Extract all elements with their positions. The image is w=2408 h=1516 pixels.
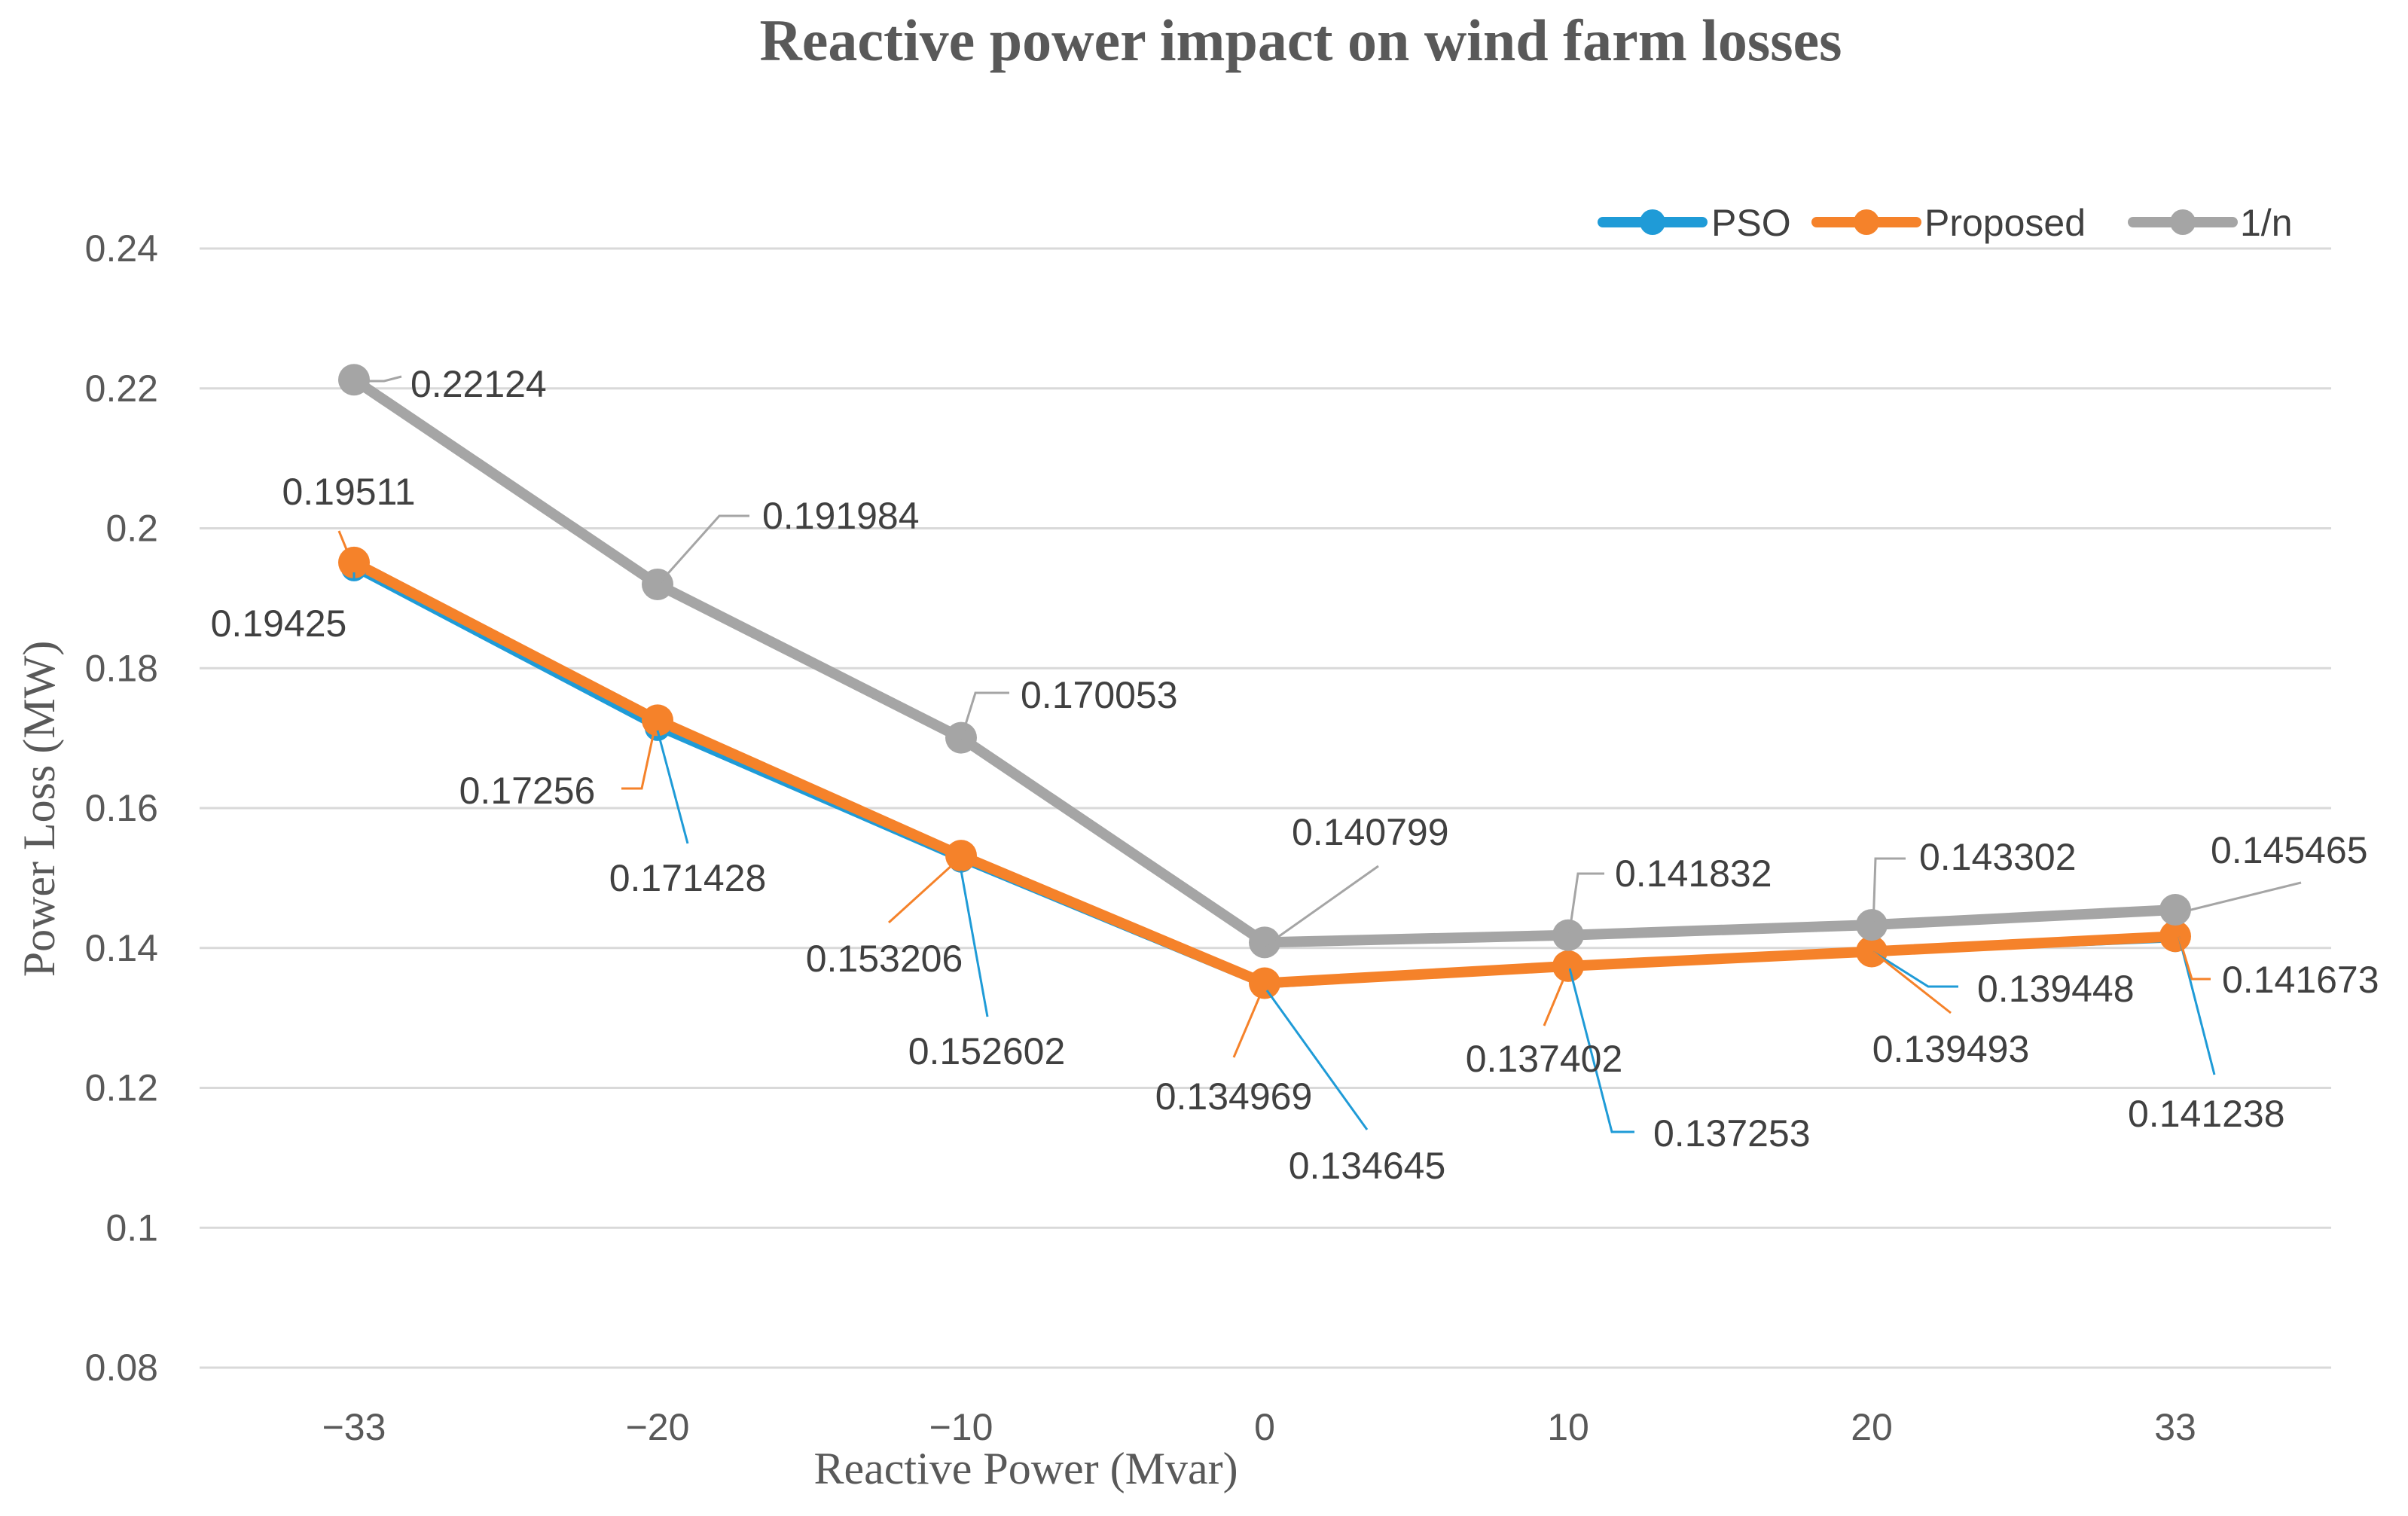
data-label-1n: 0.140799 [1292,811,1449,853]
data-label-proposed: 0.137402 [1466,1038,1623,1080]
x-tick-label: −33 [322,1406,386,1448]
legend-marker-proposed [1854,209,1879,235]
leader-line-1n [1265,865,1379,947]
data-point-proposed[interactable] [642,704,673,737]
data-label-pso: 0.152602 [908,1030,1066,1072]
y-tick-label: 0.22 [85,368,158,410]
data-point-1n[interactable] [1249,926,1280,959]
y-tick-label: 0.24 [85,227,158,270]
x-axis-title: Reactive Power (Mvar) [813,1444,1238,1493]
data-point-1n[interactable] [338,364,370,396]
leader-line-proposed [621,721,658,790]
data-point-1n[interactable] [2159,893,2191,926]
x-tick-label: 33 [2154,1406,2196,1448]
data-label-proposed: 0.153206 [806,938,963,980]
leader-line-pso [1265,990,1369,1130]
legend-label-1n: 1/n [2240,202,2293,244]
x-tick-label: 20 [1851,1406,1893,1448]
data-label-1n: 0.170053 [1021,674,1178,716]
legend-marker-pso [1640,209,1665,235]
legend-item-1n[interactable]: 1/n [2128,202,2293,244]
data-label-pso: 0.137253 [1653,1112,1811,1155]
data-point-proposed[interactable] [2159,920,2191,953]
data-label-1n: 0.22124 [410,363,547,405]
leader-line-1n [656,514,749,586]
data-label-proposed: 0.139493 [1872,1028,2030,1070]
data-label-pso: 0.19425 [211,602,347,645]
leader-line-proposed [887,856,963,924]
x-tick-label: −20 [626,1406,690,1448]
data-label-layer: 0.19425 0.171428 0.152602 0.134645 0.137253 0… [211,363,2379,1187]
leader-line-pso [1872,950,1958,988]
x-tick-label: 10 [1547,1406,1589,1448]
data-point-1n[interactable] [1856,909,1888,941]
y-tick-label: 0.12 [85,1067,158,1109]
data-label-1n: 0.145465 [2211,829,2368,871]
y-axis-ticks: 0.08 0.1 0.12 0.14 0.16 0.18 0.2 0.22 0.24 [85,227,158,1389]
legend-item-proposed[interactable]: Proposed [1811,202,2086,244]
legend-item-pso[interactable]: PSO [1598,202,1791,244]
data-point-proposed[interactable] [338,546,370,578]
data-label-1n: 0.143302 [1919,836,2077,878]
leader-line-pso [960,870,989,1017]
chart-title: Reactive power impact on wind farm losse… [759,8,1842,73]
data-label-pso: 0.171428 [609,857,767,899]
data-point-proposed[interactable] [1856,935,1888,968]
data-label-1n: 0.191984 [762,495,920,537]
data-label-pso: 0.139448 [1977,968,2135,1010]
x-tick-label: −10 [929,1406,993,1448]
y-tick-label: 0.18 [85,647,158,689]
x-axis-ticks: −33 −20 −10 0 10 20 33 [322,1406,2196,1448]
leader-line-1n [354,375,402,383]
leader-line-1n [1567,872,1604,937]
data-label-proposed: 0.17256 [459,770,596,812]
data-label-pso: 0.134645 [1289,1145,1446,1187]
data-label-proposed: 0.19511 [282,471,415,513]
series-layer [338,364,2191,999]
y-tick-label: 0.16 [85,787,158,829]
leader-line-proposed [1232,982,1267,1058]
leader-line-1n [2178,881,2302,914]
data-label-proposed: 0.134969 [1155,1075,1313,1118]
leader-line-proposed [1872,950,1952,1014]
leader-line-pso [656,730,689,844]
y-tick-label: 0.2 [105,508,158,550]
legend-label-pso: PSO [1711,202,1791,244]
y-tick-label: 0.1 [105,1206,158,1249]
data-label-1n: 0.141832 [1615,853,1772,895]
data-label-proposed: 0.141673 [2222,959,2379,1001]
leader-line-proposed [2178,936,2211,981]
data-label-pso: 0.141238 [2128,1093,2285,1135]
y-tick-label: 0.14 [85,927,158,969]
y-axis-title: Power Loss (MW) [14,641,64,978]
leader-line-proposed [337,530,356,569]
legend-marker-1n [2170,209,2196,235]
leader-line-1n [1872,857,1906,927]
legend-label-proposed: Proposed [1924,202,2086,244]
leader-line-proposed [1543,965,1570,1026]
y-tick-label: 0.08 [85,1347,158,1389]
legend: PSO Proposed 1/n [1598,202,2293,244]
leader-line-1n [960,691,1009,740]
x-tick-label: 0 [1254,1406,1275,1448]
leader-line-pso [1568,968,1634,1133]
